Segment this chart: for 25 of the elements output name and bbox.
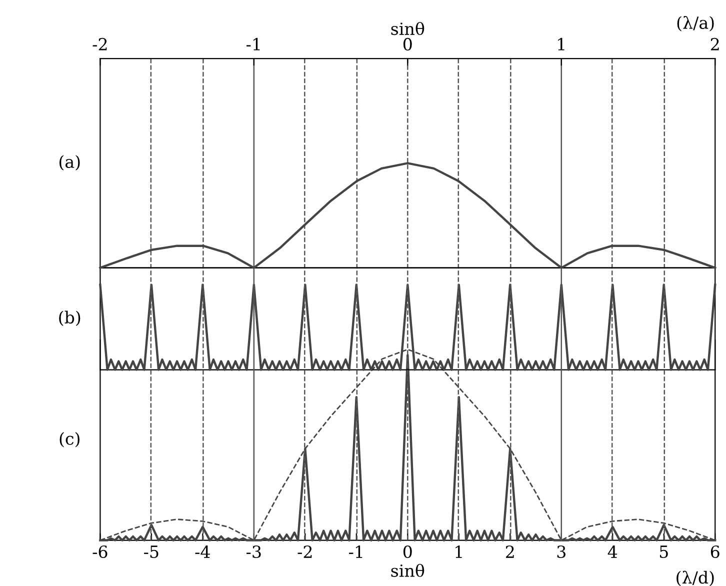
text: (λ/d) bbox=[676, 570, 714, 586]
x-tick-label: 2 bbox=[506, 545, 514, 558]
x-tick-label: -2 bbox=[298, 545, 312, 558]
x-tick-label: 1 bbox=[456, 545, 462, 558]
x-tick-label: 1 bbox=[558, 38, 564, 50]
x-tick-label: -3 bbox=[246, 545, 261, 558]
x-tick-label: 0 bbox=[403, 38, 412, 51]
y-axis-title: (c) bbox=[60, 432, 80, 448]
x-tick-label: 3 bbox=[557, 545, 566, 558]
x-tick-label: 5 bbox=[660, 546, 668, 558]
x-axis-title: sinθ bbox=[391, 564, 424, 577]
x-tick-label: 2 bbox=[710, 38, 719, 50]
x-tick-label: -4 bbox=[195, 545, 210, 558]
y-axis-title: (a) bbox=[59, 155, 80, 170]
x-tick-label: 6 bbox=[710, 545, 720, 558]
y-axis-title: (b) bbox=[59, 310, 80, 326]
x-axis-title: sinθ bbox=[391, 22, 424, 36]
x-tick-label: -1 bbox=[246, 38, 260, 50]
text: (λ/a) bbox=[677, 16, 714, 32]
x-tick-label: 0 bbox=[403, 545, 412, 558]
x-tick-label: -2 bbox=[92, 38, 107, 50]
x-tick-label: -5 bbox=[144, 546, 158, 558]
x-tick-label: -6 bbox=[92, 545, 108, 558]
x-tick-label: -1 bbox=[349, 545, 362, 558]
x-tick-label: 4 bbox=[608, 545, 618, 558]
